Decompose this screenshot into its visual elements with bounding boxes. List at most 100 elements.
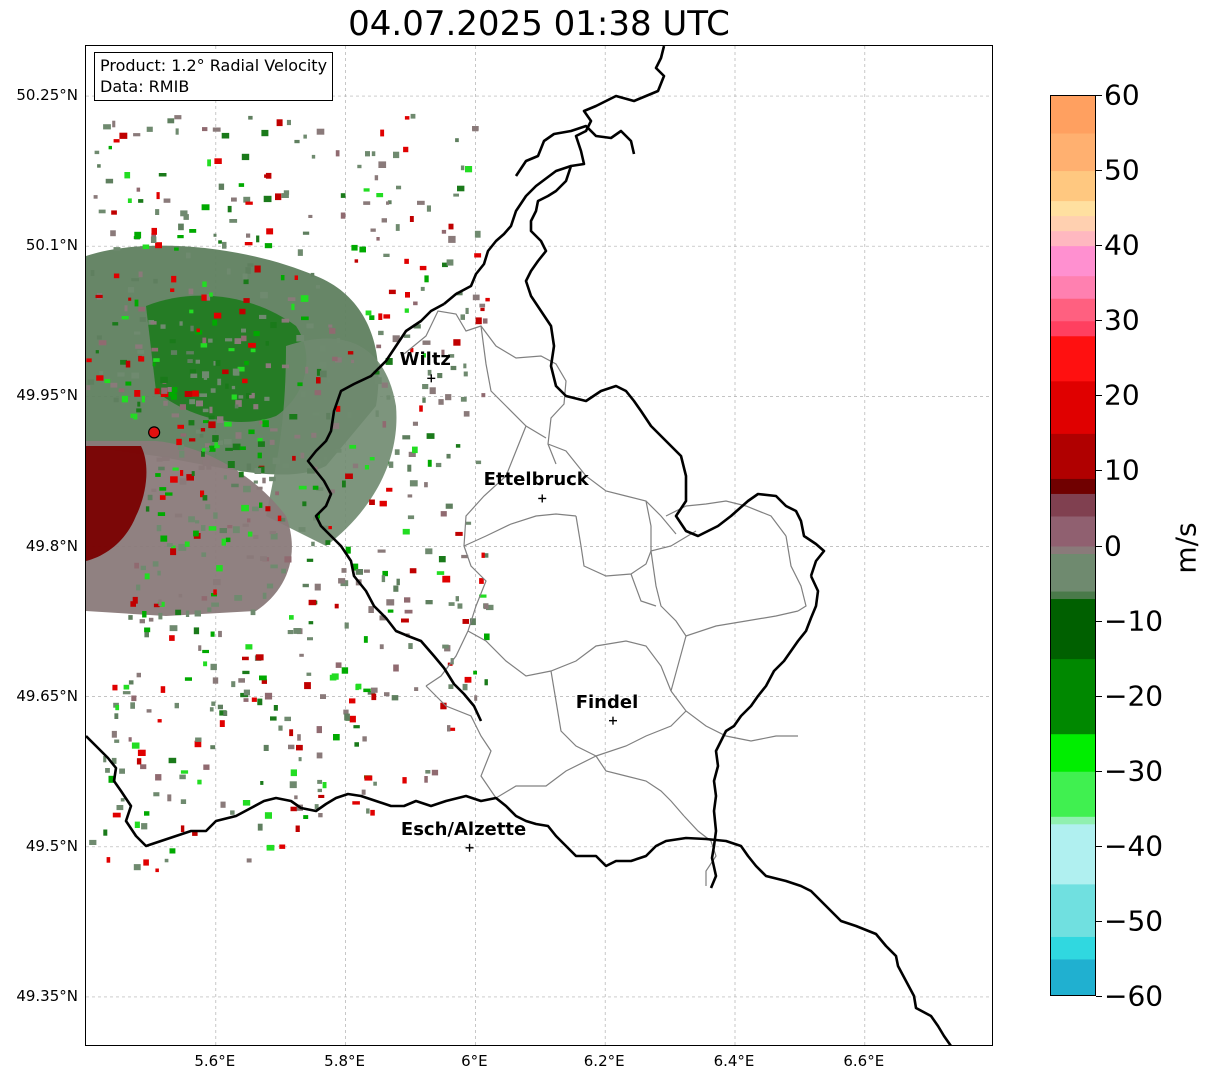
radar-pixel	[281, 193, 289, 198]
radar-pixel	[263, 744, 269, 751]
radar-pixel	[212, 319, 218, 326]
radar-pixel	[96, 375, 104, 381]
radar-pixel	[164, 858, 169, 863]
radar-pixel	[246, 392, 250, 399]
radar-pixel	[139, 619, 145, 624]
radar-pixel	[344, 713, 350, 721]
radar-pixel	[269, 439, 275, 445]
radar-pixel	[409, 480, 418, 487]
radar-pixel	[296, 744, 303, 751]
radar-pixel	[234, 595, 243, 601]
colorbar-tick-label: 20	[1104, 378, 1140, 412]
radar-pixel	[108, 775, 116, 783]
radar-pixel	[314, 804, 319, 810]
radar-pixel	[155, 774, 162, 781]
radar-pixel	[155, 242, 162, 249]
radar-pixel	[154, 388, 160, 395]
radar-pixel	[311, 541, 315, 547]
radar-pixel	[189, 229, 197, 233]
radar-pixel	[472, 126, 479, 132]
radar-pixel	[413, 301, 418, 306]
radar-pixel	[294, 139, 300, 144]
radar-pixel	[137, 749, 146, 756]
radar-pixel	[290, 806, 298, 812]
radar-pixel	[341, 568, 347, 573]
radar-pixel	[359, 246, 366, 253]
radar-pixel	[270, 716, 277, 721]
colorbar-tick-mark	[1096, 920, 1102, 922]
radar-map[interactable]	[85, 45, 993, 1046]
radar-pixel	[211, 602, 219, 607]
radar-pixel	[95, 294, 103, 298]
radar-pixel	[322, 782, 327, 789]
radar-pixel	[394, 449, 400, 455]
radar-pixel	[379, 644, 384, 650]
radar-pixel	[147, 494, 153, 501]
radar-pixel	[287, 630, 294, 635]
canton-line	[550, 670, 597, 757]
city-marker	[538, 494, 547, 503]
border-lu-de	[514, 124, 636, 177]
radar-pixel	[112, 684, 118, 691]
radar-pixel	[370, 809, 375, 816]
radar-pixel	[419, 265, 427, 271]
radar-pixel	[282, 463, 290, 469]
radar-pixel	[316, 726, 322, 734]
radar-pixel	[184, 541, 190, 547]
radar-pixel	[179, 478, 187, 485]
radar-pixel	[310, 272, 315, 277]
radar-pixel	[381, 575, 386, 583]
radar-pixel	[157, 512, 166, 516]
radar-pixel	[270, 533, 278, 540]
radar-pixel	[108, 145, 112, 150]
radar-pixel	[245, 644, 253, 650]
radar-pixel	[442, 262, 448, 268]
radar-pixel	[201, 451, 205, 457]
radar-pixel	[174, 247, 179, 251]
radar-pixel	[424, 776, 428, 783]
colorbar-segment	[1051, 298, 1095, 322]
radar-pixel	[188, 420, 195, 426]
radar-pixel	[219, 710, 227, 716]
radar-pixel	[316, 487, 324, 491]
radar-pixel	[200, 343, 208, 348]
radar-pixel	[195, 737, 202, 742]
radar-pixel	[355, 569, 363, 575]
radar-pixel	[257, 438, 263, 443]
lat-tick-label: 49.5°N	[25, 836, 78, 855]
radar-pixel	[260, 781, 264, 785]
product-info-box: Product: 1.2° Radial Velocity Data: RMIB	[94, 52, 334, 101]
radar-pixel	[485, 297, 490, 302]
radar-pixel	[179, 450, 185, 458]
radar-pixel	[192, 390, 199, 397]
radar-pixel	[195, 359, 200, 364]
colorbar-segment	[1051, 936, 1095, 960]
radar-pixel	[134, 821, 140, 828]
radar-pixel	[134, 231, 142, 239]
radar-pixel	[194, 610, 201, 617]
radar-pixel	[201, 204, 210, 211]
radar-pixel	[238, 678, 245, 683]
radar-pixel	[344, 622, 349, 629]
radar-pixel	[184, 391, 193, 397]
radar-pixel	[370, 687, 378, 693]
radar-pixel	[256, 235, 260, 243]
radar-pixel	[374, 377, 382, 385]
radar-pixel	[422, 340, 431, 345]
colorbar-segment	[1051, 546, 1095, 555]
radar-pixel	[128, 680, 134, 685]
radar-pixel	[371, 151, 376, 157]
radar-pixel	[174, 513, 183, 518]
radar-velocity-field	[86, 113, 494, 873]
country-borders	[86, 46, 952, 1045]
radar-pixel	[316, 377, 321, 384]
radar-pixel	[426, 205, 431, 212]
radar-pixel	[308, 621, 314, 625]
radar-pixel	[213, 312, 222, 319]
radar-pixel	[222, 369, 229, 375]
radar-pixel	[409, 568, 417, 574]
radar-pixel	[242, 656, 249, 661]
radar-pixel	[457, 603, 463, 609]
radar-pixel	[259, 420, 264, 425]
radar-pixel	[386, 487, 393, 492]
